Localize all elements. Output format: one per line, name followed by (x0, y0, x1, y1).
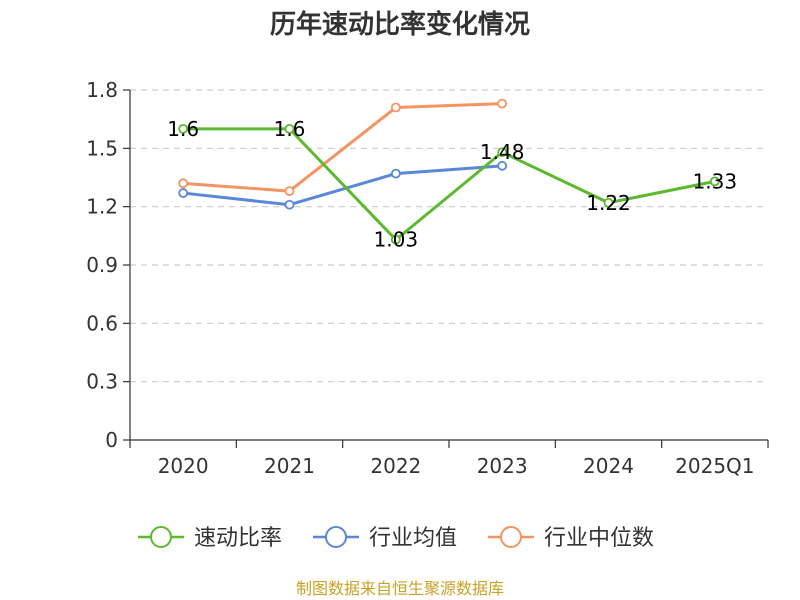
data-point (390, 234, 401, 245)
data-point (284, 199, 295, 210)
legend-label: 行业中位数 (544, 526, 654, 551)
legend-marker (150, 526, 172, 548)
legend-marker (325, 526, 347, 548)
x-tick-label: 2022 (370, 454, 421, 478)
y-tick-label: 0.6 (86, 311, 118, 335)
legend-marker (500, 526, 522, 548)
source-note: 制图数据来自恒生聚源数据库 (296, 579, 504, 598)
data-label: 1.22 (586, 191, 631, 215)
data-point (497, 160, 508, 171)
series-group (178, 98, 720, 245)
data-point (284, 123, 295, 134)
data-point (390, 102, 401, 113)
data-point (178, 178, 189, 189)
legend-label: 速动比率 (194, 526, 282, 551)
y-tick-label: 1.5 (86, 136, 118, 160)
data-point (284, 186, 295, 197)
legend-item: 行业中位数 (488, 526, 654, 551)
series-line (183, 164, 503, 207)
legend-item: 速动比率 (138, 526, 282, 551)
data-point (603, 197, 614, 208)
series-line (183, 102, 503, 193)
legend-label: 行业均值 (369, 526, 457, 551)
data-label: 1.33 (693, 169, 738, 193)
x-tick-label: 2020 (158, 454, 209, 478)
y-tick-label: 0 (105, 428, 118, 452)
y-tick-label: 1.8 (86, 78, 118, 102)
data-point (390, 168, 401, 179)
data-point (497, 147, 508, 158)
x-axis-ticks: 2020 2021 2022 2023 2024 2025Q1 (129, 440, 769, 478)
data-label: 1.6 (167, 117, 199, 141)
x-tick-label: 2023 (477, 454, 528, 478)
y-axis-ticks: 0 0.3 0.6 0.9 1.2 1.5 1.8 (86, 78, 130, 452)
data-labels: 1.6 1.6 1.03 1.48 1.22 1.33 (167, 117, 737, 252)
data-label: 1.6 (274, 117, 306, 141)
data-label: 1.03 (374, 228, 419, 252)
grid-lines (130, 89, 768, 383)
x-tick-label: 2024 (583, 454, 634, 478)
data-label: 1.48 (480, 140, 525, 164)
data-point (178, 188, 189, 198)
x-tick-label: 2025Q1 (675, 454, 754, 478)
data-point (709, 176, 720, 187)
legend-item: 行业均值 (313, 526, 457, 551)
chart-title: 历年速动比率变化情况 (270, 9, 530, 40)
x-tick-label: 2021 (264, 454, 315, 478)
legend: 速动比率 行业均值 行业中位数 (138, 526, 654, 551)
series-line (183, 127, 716, 242)
data-point (497, 98, 508, 109)
y-tick-label: 0.3 (86, 370, 118, 394)
data-point (178, 123, 189, 134)
y-tick-label: 1.2 (86, 195, 118, 219)
y-tick-label: 0.9 (86, 253, 118, 277)
